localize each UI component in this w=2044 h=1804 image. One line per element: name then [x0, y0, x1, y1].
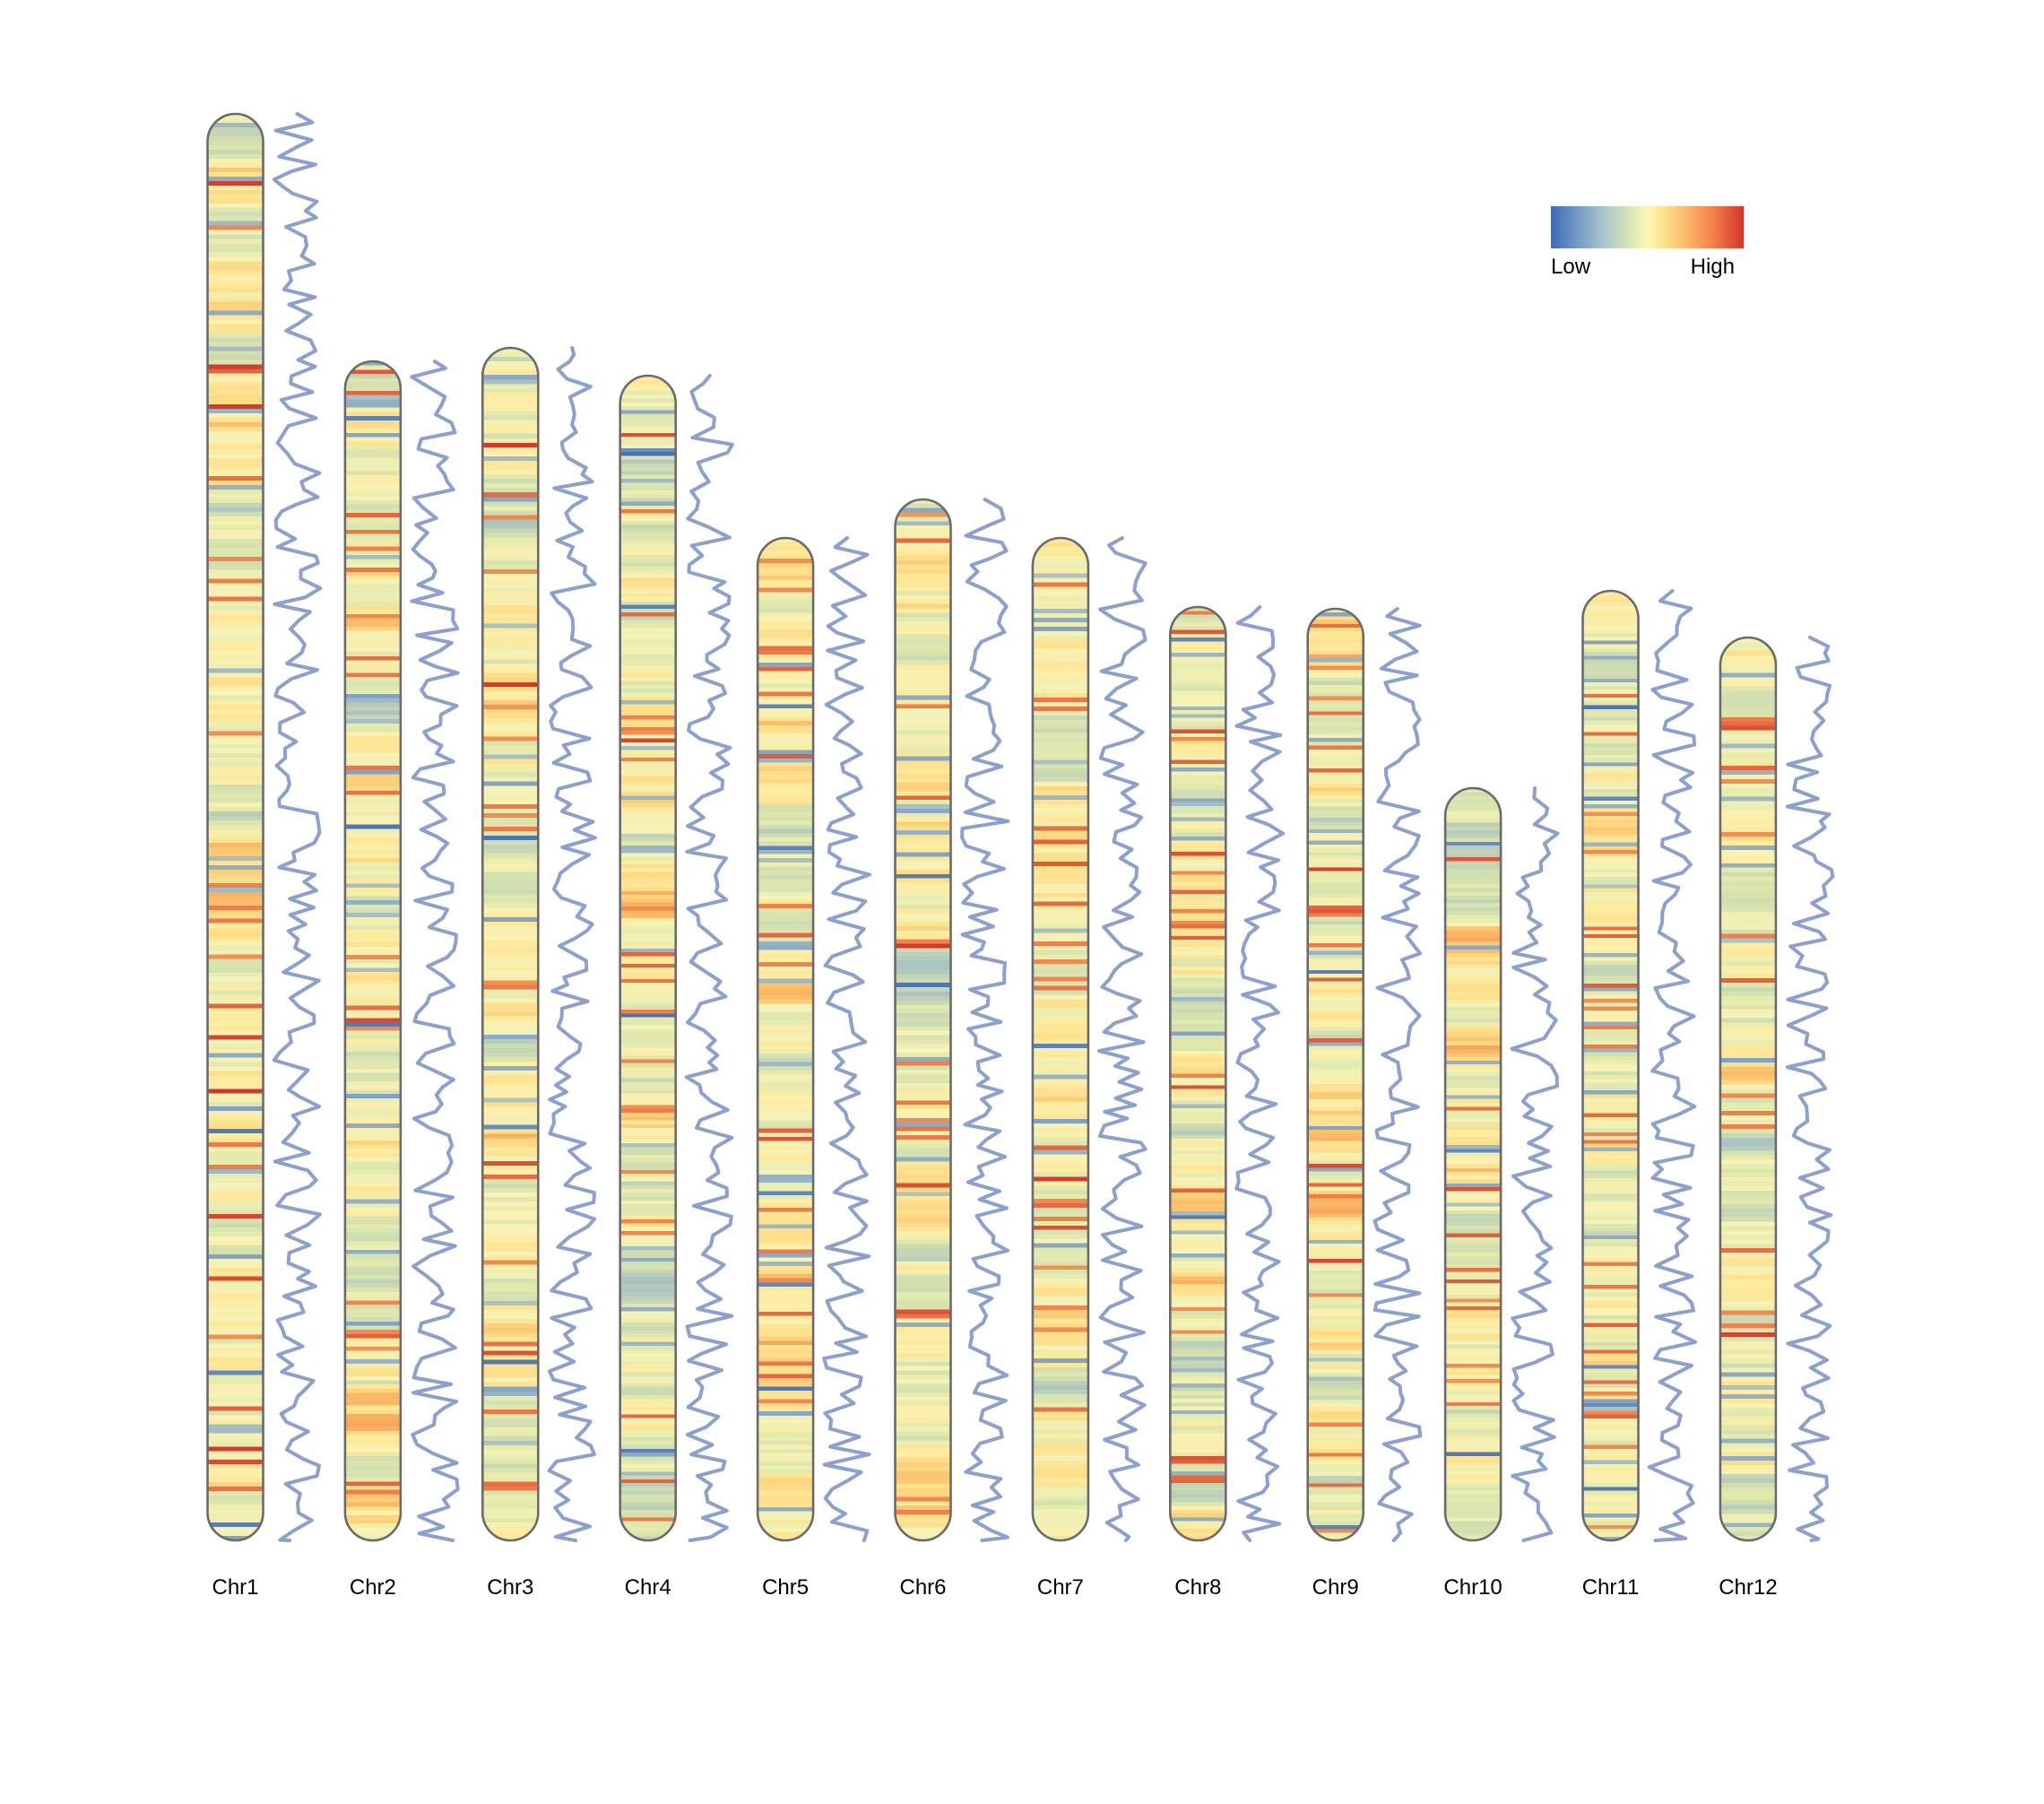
svg-text:Chr7: Chr7: [1037, 1575, 1084, 1600]
svg-text:Chr5: Chr5: [762, 1575, 809, 1600]
svg-text:Chr9: Chr9: [1312, 1575, 1359, 1600]
svg-text:Chr6: Chr6: [899, 1575, 946, 1600]
svg-text:Chr4: Chr4: [625, 1575, 671, 1600]
svg-text:Chr1: Chr1: [212, 1575, 258, 1600]
svg-text:High: High: [1691, 255, 1735, 279]
svg-text:Chr11: Chr11: [1582, 1575, 1640, 1600]
svg-text:Chr12: Chr12: [1719, 1575, 1777, 1600]
svg-text:Chr8: Chr8: [1174, 1575, 1221, 1600]
svg-text:Chr3: Chr3: [487, 1575, 533, 1600]
svg-text:Low: Low: [1551, 255, 1591, 279]
svg-text:Chr10: Chr10: [1443, 1575, 1502, 1600]
svg-text:Chr2: Chr2: [350, 1575, 396, 1600]
